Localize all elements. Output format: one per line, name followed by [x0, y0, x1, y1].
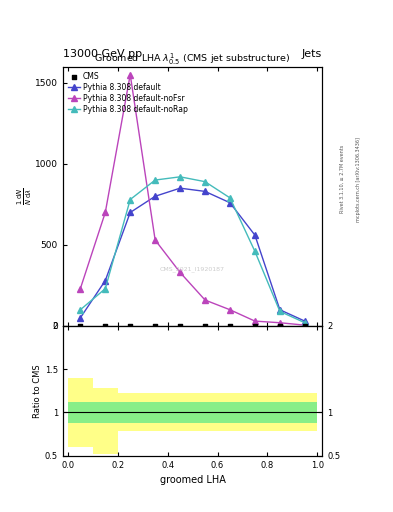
- Pythia 8.308 default-noFsr: [277, 319, 282, 326]
- Pythia 8.308 default-noFsr: [103, 209, 108, 216]
- Title: Groomed LHA $\lambda^{1}_{0.5}$ (CMS jet substructure): Groomed LHA $\lambda^{1}_{0.5}$ (CMS jet…: [94, 51, 291, 67]
- Text: mcplots.cern.ch [arXiv:1306.3436]: mcplots.cern.ch [arXiv:1306.3436]: [356, 137, 361, 222]
- CMS: [202, 322, 208, 330]
- Pythia 8.308 default: [178, 185, 182, 191]
- Pythia 8.308 default-noFsr: [78, 286, 83, 292]
- CMS: [227, 322, 233, 330]
- Line: Pythia 8.308 default: Pythia 8.308 default: [77, 185, 308, 324]
- Text: 13000 GeV pp: 13000 GeV pp: [63, 49, 142, 59]
- CMS: [252, 322, 258, 330]
- CMS: [152, 322, 158, 330]
- CMS: [177, 322, 183, 330]
- Pythia 8.308 default-noRap: [178, 174, 182, 180]
- Pythia 8.308 default-noRap: [228, 195, 232, 201]
- Line: Pythia 8.308 default-noFsr: Pythia 8.308 default-noFsr: [77, 72, 308, 328]
- Pythia 8.308 default: [303, 318, 307, 324]
- Text: Jets: Jets: [302, 49, 322, 59]
- Legend: CMS, Pythia 8.308 default, Pythia 8.308 default-noFsr, Pythia 8.308 default-noRa: CMS, Pythia 8.308 default, Pythia 8.308 …: [67, 70, 189, 115]
- Y-axis label: Ratio to CMS: Ratio to CMS: [33, 364, 42, 418]
- Pythia 8.308 default-noRap: [203, 179, 208, 185]
- Y-axis label: $\frac{1}{N}\frac{\mathrm{d}N}{\mathrm{d}\lambda}$: $\frac{1}{N}\frac{\mathrm{d}N}{\mathrm{d…: [15, 187, 34, 205]
- Pythia 8.308 default-noFsr: [153, 237, 158, 243]
- CMS: [102, 322, 108, 330]
- CMS: [277, 322, 283, 330]
- Pythia 8.308 default-noRap: [78, 307, 83, 313]
- Pythia 8.308 default: [203, 188, 208, 195]
- Pythia 8.308 default-noRap: [153, 177, 158, 183]
- Pythia 8.308 default-noRap: [253, 248, 257, 254]
- Pythia 8.308 default-noRap: [103, 286, 108, 292]
- Pythia 8.308 default-noRap: [128, 197, 132, 203]
- Line: Pythia 8.308 default-noRap: Pythia 8.308 default-noRap: [77, 174, 308, 326]
- CMS: [77, 322, 83, 330]
- Pythia 8.308 default: [228, 200, 232, 206]
- Pythia 8.308 default-noFsr: [228, 307, 232, 313]
- Pythia 8.308 default: [128, 209, 132, 216]
- CMS: [302, 322, 308, 330]
- Pythia 8.308 default-noFsr: [203, 297, 208, 303]
- Pythia 8.308 default-noRap: [303, 319, 307, 326]
- Pythia 8.308 default-noFsr: [253, 318, 257, 324]
- Text: CMS_2021_I1920187: CMS_2021_I1920187: [160, 266, 225, 272]
- Pythia 8.308 default-noFsr: [128, 72, 132, 78]
- Pythia 8.308 default: [153, 193, 158, 199]
- Pythia 8.308 default: [253, 232, 257, 238]
- Pythia 8.308 default-noFsr: [303, 322, 307, 328]
- Pythia 8.308 default: [78, 315, 83, 321]
- Text: Rivet 3.1.10, ≥ 2.7M events: Rivet 3.1.10, ≥ 2.7M events: [340, 145, 345, 214]
- Pythia 8.308 default: [277, 307, 282, 313]
- Pythia 8.308 default: [103, 278, 108, 284]
- Pythia 8.308 default-noRap: [277, 308, 282, 314]
- X-axis label: groomed LHA: groomed LHA: [160, 475, 226, 485]
- CMS: [127, 322, 133, 330]
- Pythia 8.308 default-noFsr: [178, 269, 182, 275]
